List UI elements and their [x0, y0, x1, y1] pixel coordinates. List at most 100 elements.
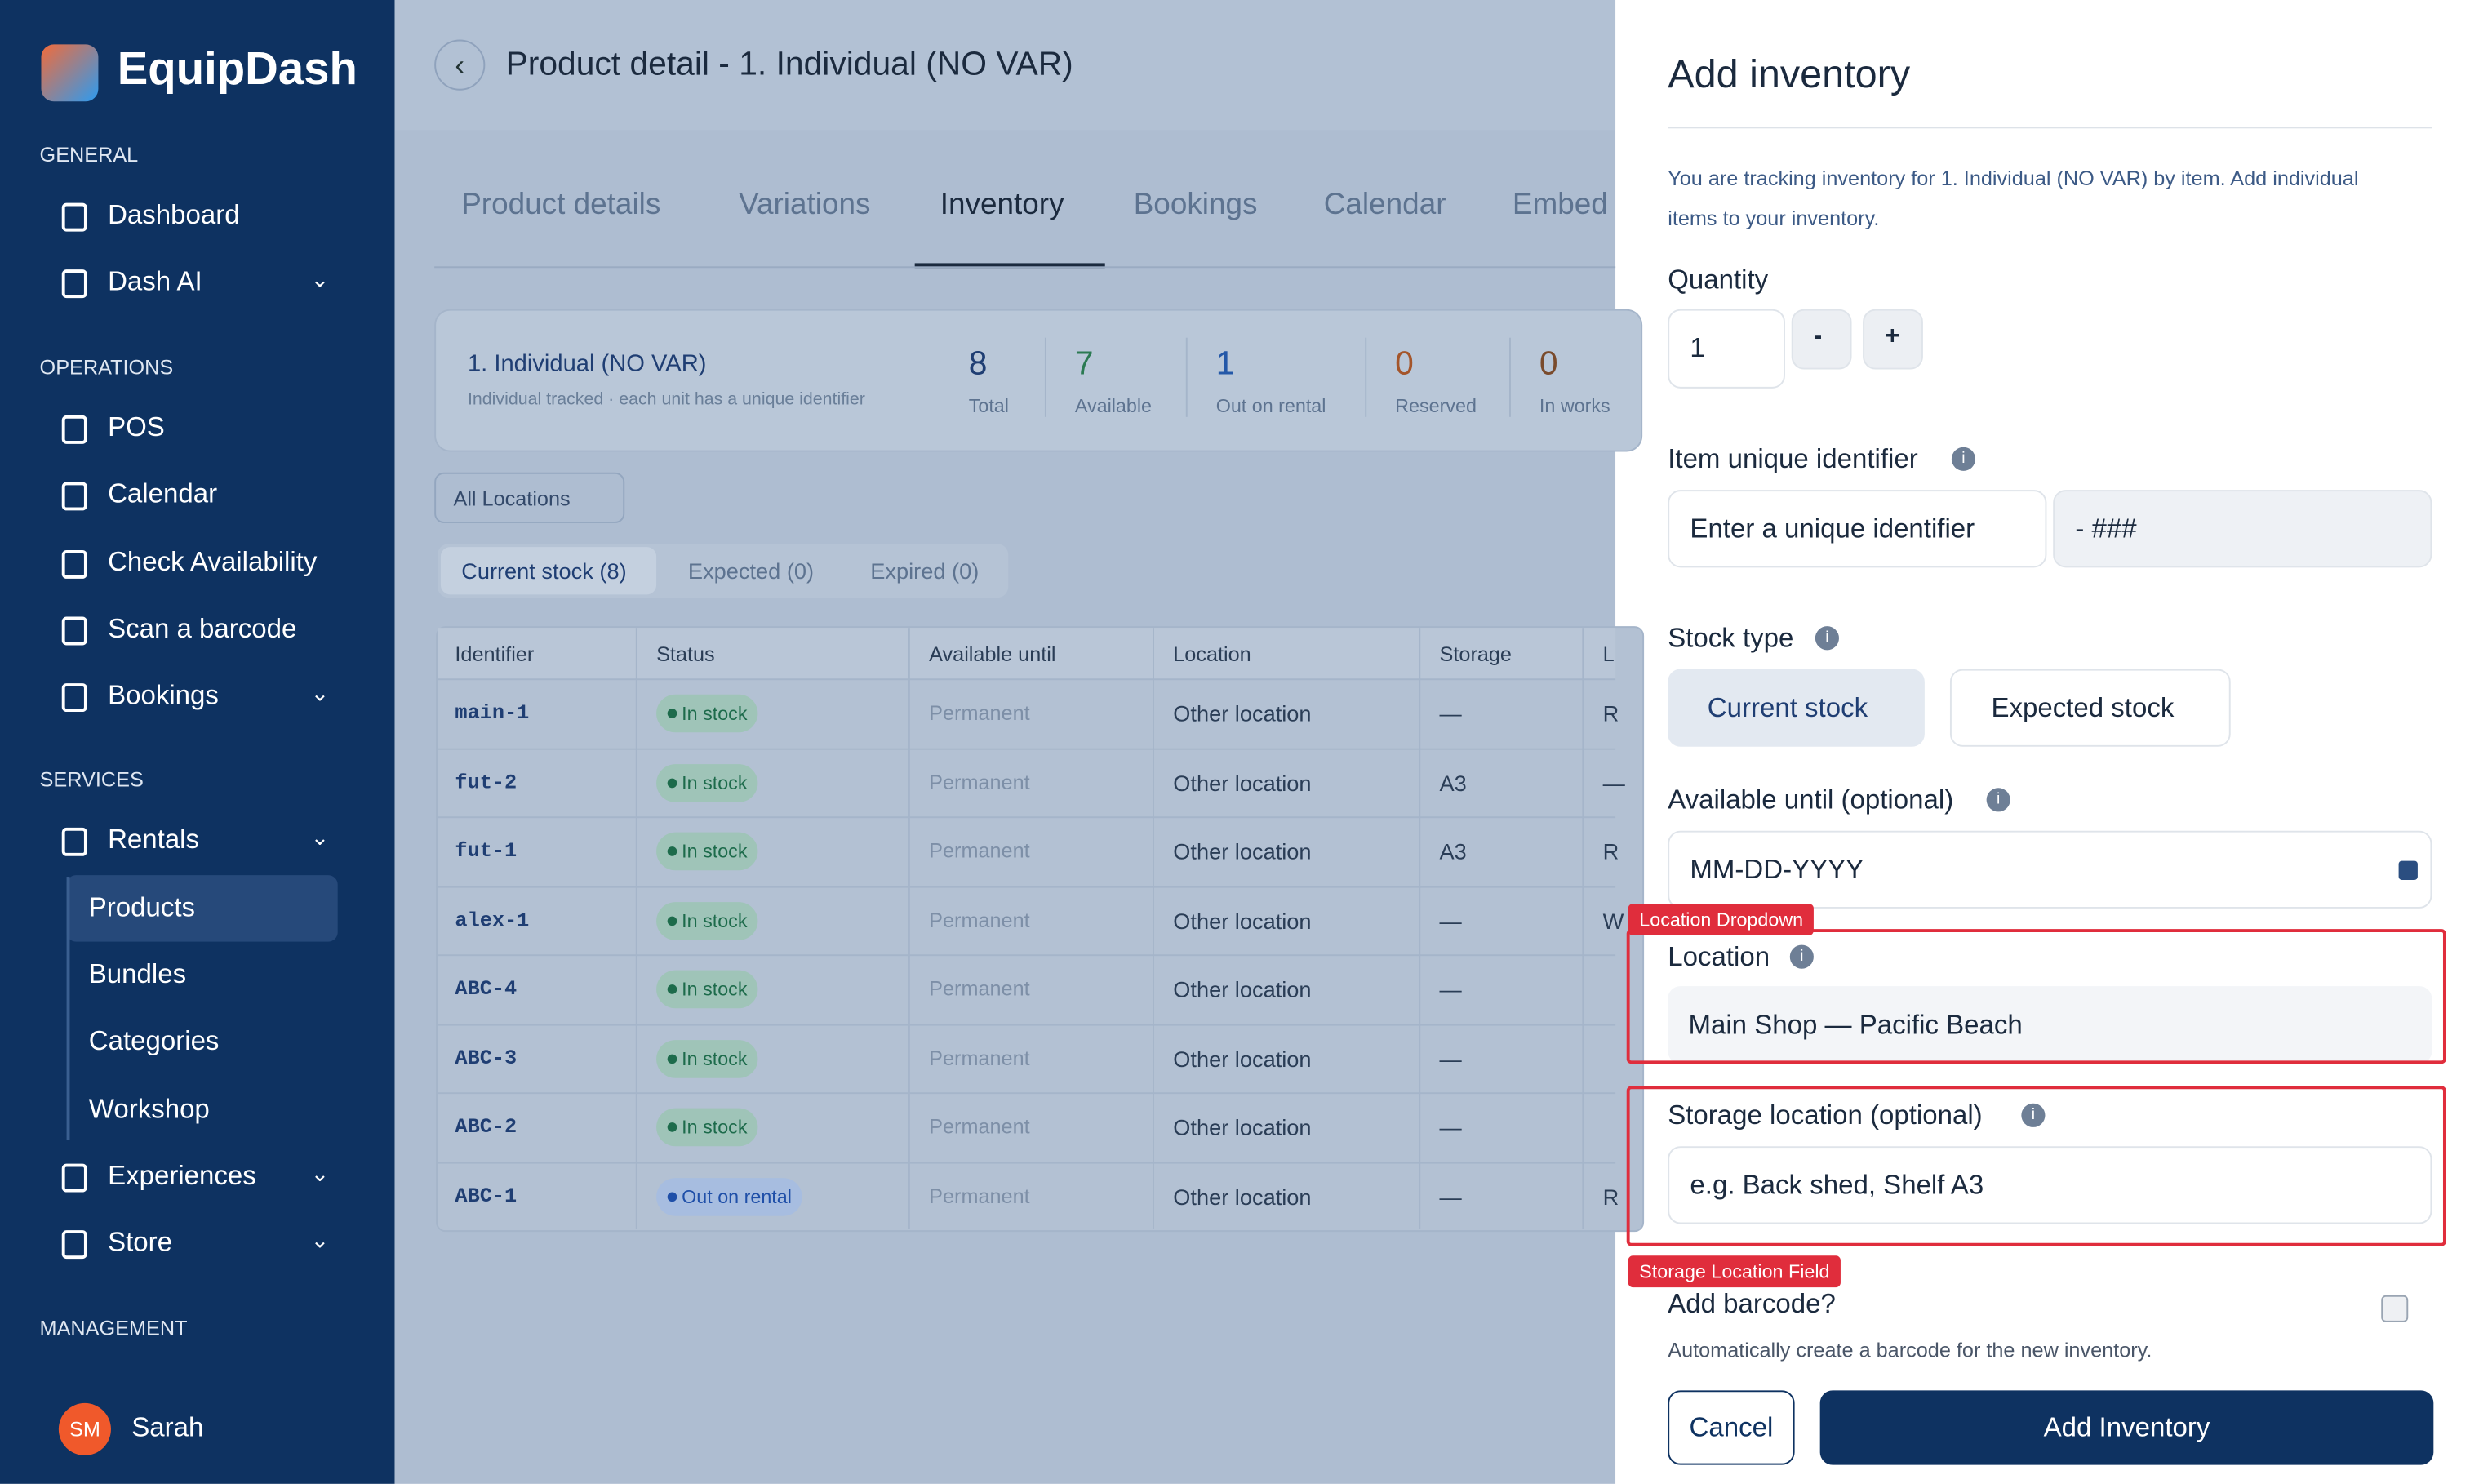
tab-underline [914, 263, 1105, 269]
nav-item[interactable]: Experiences [108, 1160, 256, 1191]
nav-item[interactable]: Rentals [108, 824, 200, 855]
field-label: Available until (optional) [1668, 784, 1954, 815]
tab[interactable]: Embed [1512, 189, 1608, 222]
chevron: ⌄ [310, 680, 330, 706]
cancel-button[interactable]: Cancel [1668, 1390, 1795, 1465]
status-pill: In stock [656, 1108, 759, 1147]
annotation-label: Storage Location Field [1628, 1255, 1841, 1288]
nav-item[interactable]: Store [108, 1227, 173, 1258]
chevron: ⌄ [310, 1160, 330, 1186]
nav-icon [61, 269, 87, 299]
app-name: EquipDash [117, 44, 358, 96]
cell: — [1439, 1114, 1462, 1140]
identifier: fut-2 [455, 770, 518, 795]
quantity-input[interactable] [1668, 309, 1785, 389]
info-icon: i [1815, 626, 1839, 651]
cell: — [1439, 908, 1462, 934]
nav-icon [61, 683, 87, 713]
nav-item[interactable]: Products [88, 892, 196, 923]
identifier-suffix-text: - ### [2075, 513, 2137, 544]
stock-tab[interactable]: Current stock (8) [461, 558, 627, 584]
cell: Other location [1173, 908, 1312, 934]
stock-option-text[interactable]: Current stock [1707, 692, 1868, 723]
nav-item[interactable]: Workshop [88, 1094, 210, 1125]
summary-name: 1. Individual (NO VAR) [467, 350, 707, 378]
submit-button[interactable]: Add Inventory [1819, 1390, 2434, 1465]
identifier: fut-1 [455, 838, 518, 863]
stock-option-text[interactable]: Expected stock [1991, 692, 2175, 723]
chevron: ⌄ [310, 1227, 330, 1253]
nav-icon [61, 827, 87, 856]
status-dot [667, 984, 677, 994]
identifier-input[interactable] [1668, 490, 2047, 568]
nav-item[interactable]: Dashboard [108, 199, 240, 230]
sidebar [0, 0, 395, 1484]
barcode-checkbox[interactable] [2381, 1295, 2409, 1322]
stock-option-active[interactable] [1668, 669, 1925, 747]
plus-text[interactable]: + [1885, 323, 1900, 351]
stat-label: Reserved [1395, 394, 1477, 417]
tab[interactable]: Bookings [1133, 189, 1258, 222]
user-name[interactable]: Sarah [131, 1412, 204, 1443]
summary-desc: Individual tracked · each unit has a uni… [467, 389, 865, 410]
field-label: Stock type [1668, 623, 1794, 654]
tab[interactable]: Variations [739, 189, 871, 222]
cell: Permanent [929, 1184, 1030, 1208]
back-button[interactable]: ‹ [434, 39, 486, 91]
nav-item[interactable]: Scan a barcode [108, 613, 297, 644]
column-divider [908, 628, 910, 1229]
avatar: SM [58, 1402, 111, 1455]
cell: — [1439, 976, 1462, 1002]
page-title: Product detail - 1. Individual (NO VAR) [505, 46, 1073, 82]
location-filter[interactable] [434, 472, 625, 523]
field-label: Location [1668, 941, 1770, 972]
nav-icon [61, 1230, 87, 1260]
nav-icon [61, 482, 87, 511]
nav-item[interactable]: Categories [88, 1025, 220, 1056]
tab[interactable]: Product details [461, 189, 661, 222]
annotation-label: Location Dropdown [1628, 904, 1815, 935]
filter-text[interactable]: All Locations [453, 487, 571, 511]
stock-option[interactable] [1949, 669, 2231, 747]
minus-button[interactable] [1791, 309, 1852, 370]
tab[interactable]: Calendar [1323, 189, 1446, 222]
plus-button[interactable] [1863, 309, 1923, 370]
nav-item[interactable]: Bookings [108, 680, 219, 711]
nav-item[interactable]: POS [108, 411, 165, 442]
nav-item[interactable]: Check Availability [108, 547, 318, 577]
stock-tab[interactable]: Expired (0) [870, 558, 980, 584]
cell: W [1602, 908, 1624, 934]
status-dot [667, 846, 677, 856]
nav-item[interactable]: Bundles [88, 959, 187, 989]
location-value[interactable]: Main Shop — Pacific Beach [1688, 1010, 2023, 1041]
identifier: ABC-4 [455, 976, 518, 1001]
status-dot [667, 778, 677, 789]
row-divider [438, 954, 1616, 957]
column-header: Identifier [455, 642, 535, 666]
storage-input-text: e.g. Back shed, Shelf A3 [1690, 1169, 1984, 1200]
info-icon: i [1789, 944, 1814, 969]
annotation-box [1626, 1086, 2446, 1246]
cell: — [1439, 700, 1462, 726]
identifier: ABC-1 [455, 1184, 518, 1208]
section-title: GENERAL [39, 142, 139, 167]
minus-text[interactable]: - [1813, 323, 1823, 351]
date-input[interactable] [1668, 830, 2432, 909]
cell: — [1439, 1046, 1462, 1072]
stock-tab[interactable]: Expected (0) [687, 558, 815, 584]
panel-rule [1668, 127, 2432, 129]
nav-item[interactable]: Dash AI [108, 266, 202, 297]
stat-label: Total [968, 394, 1009, 417]
location-input-bg[interactable] [1668, 986, 2432, 1064]
tab[interactable]: Inventory [940, 189, 1064, 222]
stat-divider [1044, 337, 1046, 417]
row-divider [438, 1162, 1616, 1164]
stat-value: 1 [1215, 345, 1235, 383]
quantity-input-text: 1 [1690, 332, 1705, 363]
stat-divider [1365, 337, 1367, 417]
storage-input[interactable] [1668, 1146, 2432, 1224]
cell: A3 [1439, 770, 1467, 796]
nav-item[interactable]: Calendar [108, 478, 218, 509]
cell: Other location [1173, 700, 1312, 726]
